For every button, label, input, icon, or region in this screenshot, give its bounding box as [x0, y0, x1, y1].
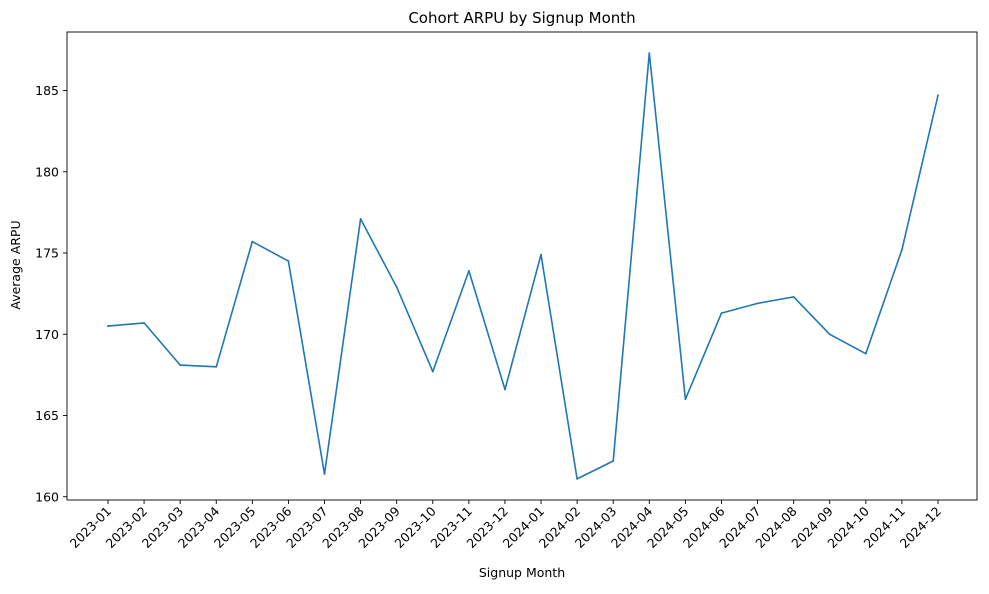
chart-title: Cohort ARPU by Signup Month [408, 9, 635, 27]
plot-frame [66, 31, 978, 501]
data-point [576, 477, 579, 480]
data-point [720, 312, 723, 315]
data-point [504, 388, 506, 391]
y-tick-label: 170 [35, 327, 59, 342]
data-point [467, 269, 470, 272]
data-point [828, 333, 831, 336]
data-point [251, 240, 254, 243]
data-point [143, 321, 145, 324]
data-point [901, 248, 903, 251]
data-point [684, 398, 687, 401]
data-point [937, 94, 939, 97]
data-point [431, 370, 434, 373]
data-point [179, 364, 182, 367]
plot-area: 1601651701751801852023-012023-022023-032… [35, 31, 978, 551]
data-point [359, 217, 362, 220]
data-point [215, 365, 218, 368]
data-point [107, 325, 109, 328]
data-point [756, 302, 759, 305]
data-point [540, 253, 542, 256]
data-point [648, 52, 651, 55]
data-point [612, 460, 615, 462]
data-point [864, 352, 867, 355]
data-point [287, 260, 290, 263]
y-tick-label: 180 [35, 164, 59, 179]
y-axis-label: Average ARPU [8, 220, 23, 309]
data-point [323, 473, 326, 475]
y-tick-label: 185 [35, 83, 59, 98]
y-tick-label: 160 [35, 489, 59, 504]
y-tick-label: 175 [35, 246, 59, 261]
data-point [395, 286, 398, 289]
series-line [107, 52, 939, 480]
data-point [792, 295, 795, 298]
y-tick-label: 165 [35, 408, 59, 423]
x-axis-label: Signup Month [479, 565, 565, 580]
